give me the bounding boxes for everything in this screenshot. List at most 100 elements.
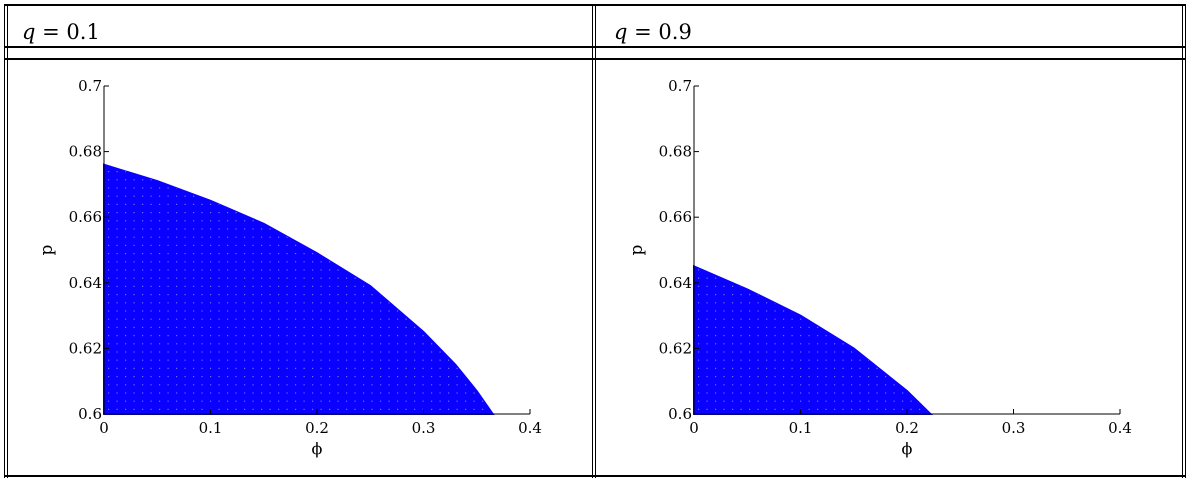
- texture-dot: [766, 285, 768, 287]
- texture-dot: [1021, 245, 1022, 246]
- texture-dot: [1047, 253, 1048, 254]
- texture-dot: [715, 204, 716, 205]
- texture-dot: [928, 171, 929, 172]
- texture-dot: [758, 220, 759, 221]
- texture-dot: [133, 171, 135, 173]
- texture-dot: [1115, 294, 1116, 295]
- texture-dot: [482, 138, 483, 139]
- texture-dot: [1013, 114, 1014, 115]
- x-tick-label: 0.4: [1108, 419, 1132, 437]
- texture-dot: [792, 163, 793, 164]
- texture-dot: [868, 138, 869, 139]
- texture-dot: [851, 138, 852, 139]
- texture-dot: [465, 97, 466, 98]
- texture-dot: [842, 392, 844, 394]
- texture-dot: [868, 400, 870, 402]
- texture-dot: [269, 294, 271, 296]
- texture-dot: [474, 163, 475, 164]
- texture-dot: [125, 269, 127, 271]
- texture-dot: [516, 384, 517, 385]
- texture-dot: [235, 384, 237, 386]
- texture-dot: [1098, 171, 1099, 172]
- texture-dot: [859, 400, 861, 402]
- texture-dot: [431, 318, 433, 320]
- texture-dot: [962, 360, 963, 361]
- texture-dot: [337, 400, 339, 402]
- texture-dot: [269, 335, 271, 337]
- texture-dot: [252, 244, 254, 246]
- texture-dot: [482, 351, 484, 353]
- texture-dot: [936, 196, 937, 197]
- texture-dot: [252, 400, 254, 402]
- texture-dot: [482, 114, 483, 115]
- texture-dot: [1030, 138, 1031, 139]
- texture-dot: [133, 302, 135, 304]
- texture-dot: [108, 171, 110, 173]
- texture-dot: [337, 335, 339, 337]
- texture-dot: [329, 376, 331, 378]
- texture-dot: [388, 310, 390, 312]
- texture-dot: [278, 408, 280, 410]
- texture-dot: [303, 392, 305, 394]
- texture-dot: [133, 359, 135, 361]
- texture-dot: [397, 285, 399, 287]
- texture-dot: [218, 187, 220, 189]
- texture-dot: [329, 114, 330, 115]
- texture-dot: [388, 171, 390, 173]
- texture-dot: [1055, 245, 1056, 246]
- texture-dot: [1072, 360, 1073, 361]
- texture-dot: [758, 130, 759, 131]
- texture-dot: [295, 228, 297, 230]
- texture-dot: [902, 392, 904, 394]
- texture-dot: [261, 302, 263, 304]
- texture-dot: [218, 171, 220, 173]
- texture-dot: [457, 138, 458, 139]
- texture-dot: [508, 105, 509, 106]
- texture-dot: [244, 236, 246, 238]
- texture-dot: [371, 228, 373, 230]
- texture-dot: [516, 155, 517, 156]
- texture-dot: [397, 294, 399, 296]
- texture-dot: [159, 318, 161, 320]
- texture-dot: [1055, 269, 1056, 270]
- texture-dot: [371, 179, 373, 181]
- texture-dot: [218, 269, 220, 271]
- texture-dot: [201, 244, 203, 246]
- texture-dot: [337, 326, 339, 328]
- texture-dot: [482, 359, 484, 361]
- texture-dot: [910, 367, 912, 369]
- texture-dot: [741, 253, 742, 254]
- texture-dot: [945, 401, 946, 402]
- texture-dot: [1072, 253, 1073, 254]
- texture-dot: [741, 187, 742, 188]
- texture-dot: [1030, 97, 1031, 98]
- texture-dot: [1064, 327, 1065, 328]
- texture-dot: [1030, 204, 1031, 205]
- texture-dot: [749, 310, 751, 312]
- texture-dot: [945, 114, 946, 115]
- texture-dot: [414, 253, 416, 255]
- texture-dot: [1055, 286, 1056, 287]
- texture-dot: [312, 244, 314, 246]
- texture-dot: [295, 343, 297, 345]
- texture-dot: [261, 89, 262, 90]
- texture-dot: [1004, 376, 1005, 377]
- texture-dot: [193, 408, 195, 410]
- texture-dot: [919, 384, 921, 386]
- texture-dot: [252, 376, 254, 378]
- texture-dot: [783, 196, 784, 197]
- texture-dot: [261, 400, 263, 402]
- texture-dot: [295, 97, 296, 98]
- x-tick-label: 0: [689, 419, 699, 437]
- texture-dot: [800, 212, 801, 213]
- texture-dot: [312, 220, 314, 222]
- texture-dot: [842, 400, 844, 402]
- texture-dot: [397, 163, 398, 164]
- texture-dot: [1072, 212, 1073, 213]
- texture-dot: [125, 376, 127, 378]
- texture-dot: [354, 253, 356, 255]
- texture-dot: [210, 187, 212, 189]
- texture-dot: [371, 335, 373, 337]
- texture-dot: [303, 236, 305, 238]
- texture-dot: [1047, 327, 1048, 328]
